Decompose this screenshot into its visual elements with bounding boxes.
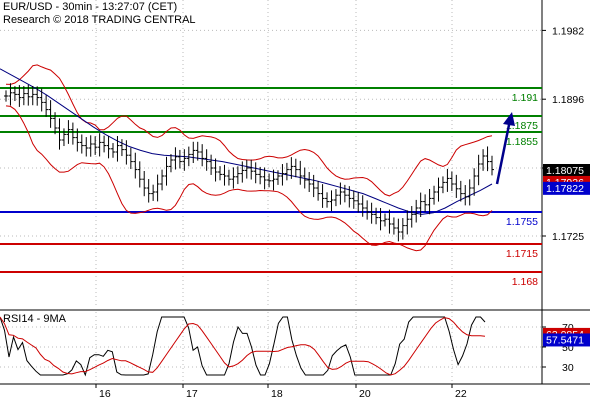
- last-price-label: 1.18075: [546, 165, 584, 177]
- symbol-title: EUR/USD - 30min - 13:27:07 (CET): [3, 1, 178, 13]
- price-tick-label: 1.1982: [552, 25, 584, 37]
- rsi-tick-label: 30: [562, 362, 574, 374]
- level-label: 1.168: [512, 276, 538, 288]
- copyright-text: Research © 2018 TRADING CENTRAL: [3, 14, 196, 26]
- level-label: 1.1755: [506, 216, 538, 228]
- time-tick-label: 20: [359, 388, 371, 400]
- price-tick-label: 1.1896: [552, 94, 584, 106]
- chart-header: EUR/USD - 30min - 13:27:07 (CET) Researc…: [3, 1, 196, 27]
- rsi-panel: 161718202270503063.085457.5471: [0, 312, 590, 400]
- bollinger-lower: [5, 105, 493, 252]
- time-tick-label: 18: [271, 388, 283, 400]
- moving-average-line: [0, 68, 493, 215]
- time-tick-label: 22: [455, 388, 467, 400]
- forecast-arrow-head: [503, 112, 515, 126]
- forecast-arrow-shaft: [495, 119, 512, 185]
- level-label: 1.1715: [506, 248, 538, 260]
- time-tick-label: 17: [186, 388, 198, 400]
- time-tick-label: 16: [99, 388, 111, 400]
- ask-price-label-box: [543, 181, 590, 195]
- rsi-ma-line: [0, 316, 486, 376]
- level-label: 1.1855: [506, 136, 538, 148]
- price-tick-label: 1.1725: [552, 231, 584, 243]
- rsi-title: RSI14 - 9MA: [3, 313, 66, 325]
- level-label: 1.191: [512, 92, 538, 104]
- price-panel: 1.19821.18961.1811.17251.1911.18751.1855…: [0, 0, 590, 384]
- rsi-line: [0, 316, 486, 377]
- rsi-ma-current-label-box: [543, 333, 590, 347]
- ask-price-label: 1.17822: [546, 183, 584, 195]
- last-price-label-box: [543, 164, 590, 177]
- rsi-tick-label: 50: [562, 342, 574, 354]
- rsi-ma-current-label: 57.5471: [546, 334, 584, 346]
